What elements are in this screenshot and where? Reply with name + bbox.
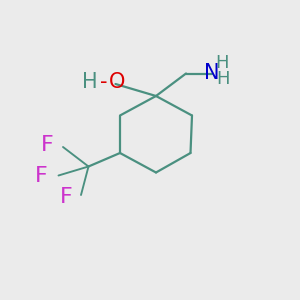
Text: N: N [204, 63, 220, 82]
Text: H: H [217, 70, 230, 88]
Text: O: O [109, 72, 125, 92]
Text: H: H [82, 72, 98, 92]
Text: F: F [60, 188, 72, 207]
Text: F: F [35, 166, 48, 185]
Text: -: - [100, 72, 107, 92]
Text: F: F [41, 135, 54, 155]
Text: H: H [215, 54, 229, 72]
